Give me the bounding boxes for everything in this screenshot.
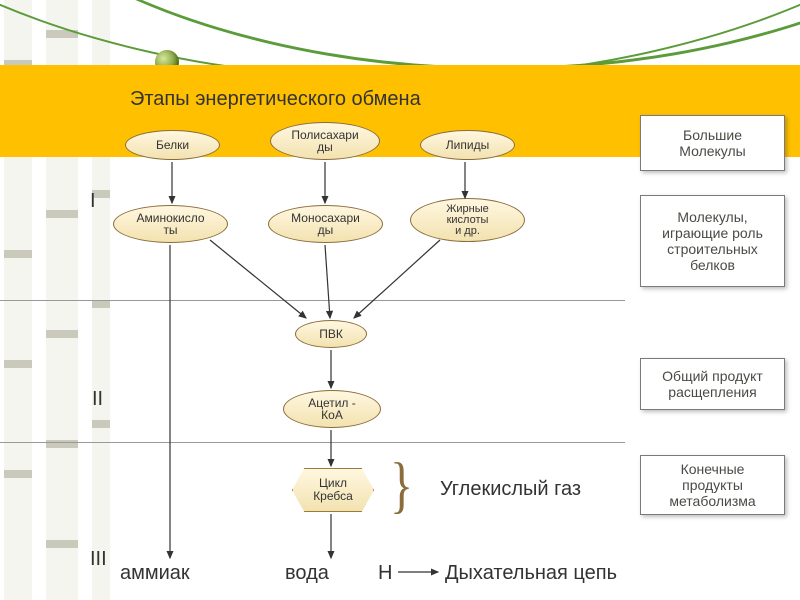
node-label: Моносахари ды <box>291 212 360 236</box>
node-aminoacids: Аминокисло ты <box>113 205 228 243</box>
node-pvk: ПВК <box>295 320 367 348</box>
info-final-products: Конечные продукты метаболизма <box>640 455 785 515</box>
node-label: Липиды <box>446 138 489 152</box>
label-co2: Углекислый газ <box>440 478 581 501</box>
info-big-molecules: Большие Молекулы <box>640 115 785 171</box>
node-polysaccharides: Полисахари ды <box>270 122 380 160</box>
node-monosaccharides: Моносахари ды <box>268 205 383 243</box>
node-label: Полисахари ды <box>291 129 358 153</box>
stage-label-ii: II <box>92 388 103 411</box>
node-label: Аминокисло ты <box>136 212 204 236</box>
node-lipids: Липиды <box>420 130 515 160</box>
stage-divider <box>0 442 625 443</box>
node-label: Жирные кислоты и др. <box>446 204 489 237</box>
stage-label-i: I <box>90 190 96 213</box>
node-proteins: Белки <box>125 130 220 160</box>
info-common-product: Общий продукт расщепления <box>640 358 785 410</box>
info-label: Конечные продукты метаболизма <box>669 461 755 509</box>
brace-icon: } <box>390 450 413 522</box>
label-h: Н <box>378 562 392 585</box>
info-label: Молекулы, играющие роль строительных бел… <box>662 209 763 273</box>
info-label: Большие Молекулы <box>679 127 745 159</box>
page-title: Этапы энергетического обмена <box>130 88 421 111</box>
info-label: Общий продукт расщепления <box>662 368 763 400</box>
node-label: Ацетил - КоА <box>308 397 356 421</box>
node-acetyl-coa: Ацетил - КоА <box>283 390 381 428</box>
label-ammonia: аммиак <box>120 562 190 585</box>
stage-divider <box>0 300 625 301</box>
node-krebs-cycle: Цикл Кребса <box>292 468 374 512</box>
node-fattyacids: Жирные кислоты и др. <box>410 198 525 242</box>
stage-label-iii: III <box>90 548 107 571</box>
node-label: Белки <box>156 138 189 152</box>
label-respiratory-chain: Дыхательная цепь <box>445 562 617 585</box>
node-label: ПВК <box>319 327 343 341</box>
info-building-molecules: Молекулы, играющие роль строительных бел… <box>640 195 785 287</box>
label-water: вода <box>285 562 329 585</box>
node-label: Цикл Кребса <box>313 477 353 503</box>
